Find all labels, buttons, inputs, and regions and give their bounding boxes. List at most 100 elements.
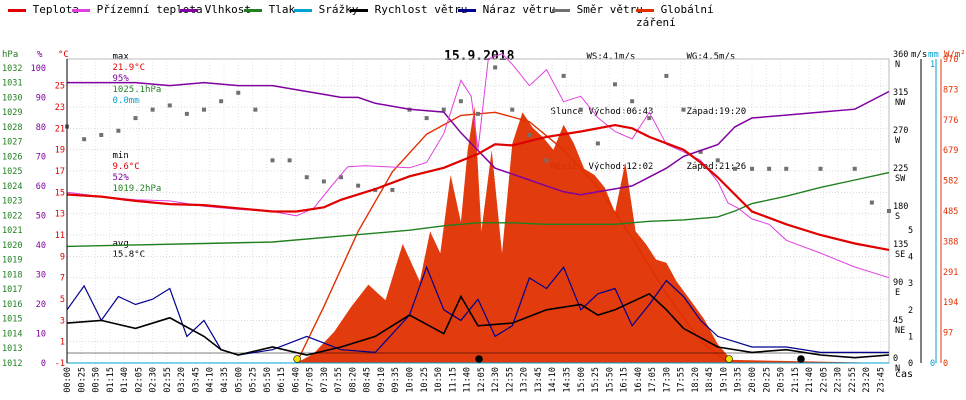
x-tick-label: 14:10 xyxy=(548,367,558,393)
y-tick-hpa: 1020 xyxy=(2,241,22,251)
wind-direction-point xyxy=(304,175,309,180)
wind-direction-point xyxy=(150,107,155,112)
y-tick-wm2: 485 xyxy=(943,207,958,217)
x-tick-label: 16:15 xyxy=(620,367,630,393)
wind-direction-point xyxy=(133,116,138,121)
marker-sunset xyxy=(725,355,733,363)
legend-item-rychlost: Rychlost větru xyxy=(350,3,467,16)
y-tick-degc: 1 xyxy=(60,338,65,348)
radiation-theoretical-line xyxy=(295,111,729,364)
stats-max-temp: 21.9°C xyxy=(112,63,146,73)
y-tick-degc: 3 xyxy=(60,316,65,326)
legend-item-vlhkost: Vlhkost xyxy=(180,3,251,16)
y-tick-degc: 11 xyxy=(55,231,65,241)
y-tick-hpa: 1019 xyxy=(2,256,22,266)
x-tick-label: 22:30 xyxy=(834,367,844,393)
wind-direction-point xyxy=(869,200,874,205)
legend-swatch xyxy=(552,8,570,12)
legend-item-smer: Směr větru xyxy=(552,3,643,16)
stats-block: max 21.9°C 95% 1025.1hPa 0.0mm min 9.6°C… xyxy=(80,19,171,294)
y-tick-pct: 40 xyxy=(36,241,46,251)
axis-unit-wm2: W/m² xyxy=(944,50,966,60)
marker-moonrise xyxy=(475,355,483,363)
legend-swatch xyxy=(294,8,312,12)
wind-direction-point xyxy=(887,209,891,213)
stats-max-hum: 95% xyxy=(112,74,129,84)
wind-direction-point xyxy=(561,73,566,78)
y-tick-dir-label: SE xyxy=(895,250,905,260)
wind-direction-point xyxy=(613,82,617,87)
x-tick-label: 05:50 xyxy=(263,367,273,393)
legend-label: Globální záření xyxy=(636,3,714,29)
y-tick-wm2: 776 xyxy=(943,116,958,126)
y-tick-pct: 80 xyxy=(36,123,46,133)
wind-direction-point xyxy=(441,107,446,112)
y-tick-wm2: 582 xyxy=(943,177,958,187)
x-tick-label: 21:15 xyxy=(791,367,801,393)
y-tick-pct: 60 xyxy=(36,182,46,192)
x-tick-label: 13:20 xyxy=(520,367,530,393)
y-tick-dir: 315 xyxy=(893,88,908,98)
legend-swatch xyxy=(72,8,90,12)
y-tick-degc: 9 xyxy=(60,252,65,262)
wind-direction-point xyxy=(99,133,104,137)
x-tick-label: 09:10 xyxy=(377,367,387,393)
legend-label: Přízemní teplota xyxy=(96,3,203,16)
axis-unit-time: čas xyxy=(895,368,913,380)
y-tick-mm: 1 xyxy=(930,60,935,70)
humidity-line xyxy=(67,81,890,196)
axis-unit-pct: % xyxy=(37,50,43,60)
wind-direction-point xyxy=(390,187,395,192)
y-tick-hpa: 1031 xyxy=(2,79,22,89)
wind-direction-point xyxy=(732,166,737,171)
x-tick-label: 20:25 xyxy=(762,367,772,393)
x-tick-label: 12:05 xyxy=(477,367,487,393)
legend-swatch xyxy=(350,8,368,12)
wind-direction-point xyxy=(681,107,686,112)
y-tick-hpa: 1013 xyxy=(2,344,22,354)
info-wg: WG:4.5m/s xyxy=(686,52,736,62)
x-tick-label: 01:15 xyxy=(106,367,116,393)
series-layer xyxy=(65,53,891,364)
legend-item-prizemni: Přízemní teplota xyxy=(72,3,203,16)
x-tick-label: 20:00 xyxy=(748,367,758,393)
stats-max-press: 1025.1hPa xyxy=(112,85,162,95)
y-tick-hpa: 1017 xyxy=(2,285,22,295)
y-tick-wm2: 388 xyxy=(943,237,958,247)
wind-direction-point xyxy=(236,90,241,95)
y-tick-hpa: 1027 xyxy=(2,138,22,148)
x-tick-label: 18:20 xyxy=(691,367,701,393)
wind-direction-point xyxy=(339,175,343,180)
info-ws: WS:4.1m/s xyxy=(586,52,636,62)
x-tick-label: 17:30 xyxy=(662,367,672,393)
y-tick-hpa: 1014 xyxy=(2,329,22,339)
markers-layer xyxy=(293,355,805,363)
y-tick-hpa: 1024 xyxy=(2,182,22,192)
wind-direction-point xyxy=(253,107,258,112)
y-tick-ms: 2 xyxy=(908,306,913,316)
wind-direction-point xyxy=(527,133,532,137)
x-tick-label: 09:35 xyxy=(391,367,401,393)
y-tick-hpa: 1021 xyxy=(2,226,22,236)
y-tick-degc: 7 xyxy=(60,274,65,284)
y-tick-degc: 15 xyxy=(55,188,65,198)
y-tick-degc: 23 xyxy=(55,103,65,113)
wind-direction-point xyxy=(818,166,823,171)
y-tick-dir-label: E xyxy=(895,288,900,298)
wind-direction-point xyxy=(287,158,292,163)
x-tick-label: 05:25 xyxy=(249,367,259,393)
stats-min-press: 1019.2hPa xyxy=(112,184,162,194)
y-tick-dir-label: S xyxy=(895,212,900,222)
axis-unit-degc: °C xyxy=(58,50,69,60)
wind-gust-line xyxy=(66,265,889,356)
info-moonset: Západ:21:26 xyxy=(686,162,747,172)
legend-item-tlak: Tlak xyxy=(244,3,295,16)
y-tick-dir: 135 xyxy=(893,240,908,250)
wind-direction-point xyxy=(184,111,189,116)
x-tick-label: 15:00 xyxy=(577,367,587,393)
y-tick-hpa: 1025 xyxy=(2,167,22,177)
y-tick-dir-label: NE xyxy=(895,326,905,336)
info-sun: Slunce Východ:06:43 xyxy=(550,107,654,117)
x-tick-label: 12:30 xyxy=(491,367,501,393)
